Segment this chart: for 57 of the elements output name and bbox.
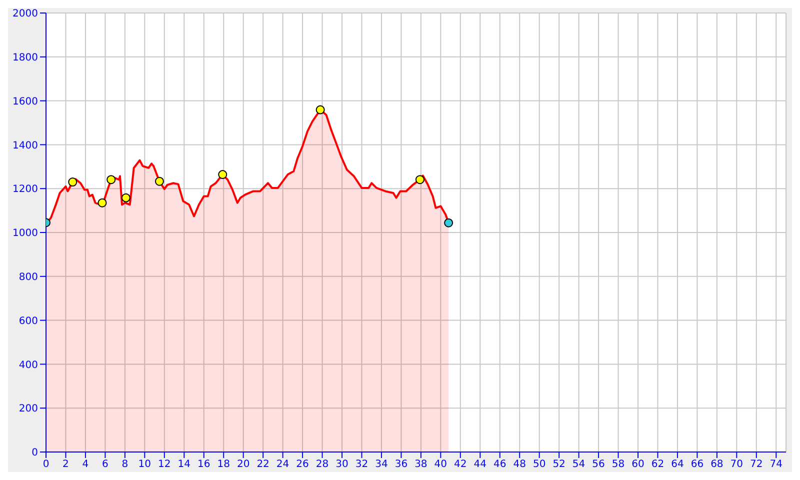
x-tick-label: 26: [296, 459, 309, 470]
point: [154, 176, 164, 186]
x-tick-label: 70: [730, 459, 744, 470]
x-tick-label: 46: [494, 459, 506, 470]
point: [218, 170, 228, 180]
x-tick-label: 60: [632, 459, 644, 470]
y-tick-label: 1200: [12, 184, 38, 196]
x-tick-label: 42: [454, 459, 467, 470]
x-tick-label: 24: [276, 459, 290, 470]
point: [68, 178, 78, 187]
x-tick-label: 66: [690, 459, 704, 470]
x-tick-label: 40: [434, 459, 448, 470]
x-tick-label: 54: [572, 459, 586, 470]
y-tick-label: 600: [18, 316, 38, 327]
point: [415, 175, 424, 184]
x-tick-label: 14: [178, 459, 190, 470]
x-tick-label: 34: [375, 459, 388, 470]
y-tick-label: 1600: [12, 96, 38, 108]
point: [316, 105, 325, 114]
point: [121, 193, 130, 202]
point: [98, 198, 107, 208]
x-tick-label: 0: [42, 459, 50, 470]
y-tick-label: 1800: [12, 52, 38, 64]
x-tick-label: 68: [710, 459, 724, 470]
y-tick-label: 1400: [12, 140, 38, 152]
x-tick-label: 52: [552, 459, 566, 470]
x-tick-label: 38: [414, 459, 428, 470]
x-tick-label: 62: [651, 459, 664, 470]
x-tick-label: 22: [256, 459, 270, 470]
x-tick-label: 72: [750, 459, 763, 470]
x-tick-label: 2: [62, 459, 69, 470]
x-tick-label: 64: [671, 459, 684, 470]
x-tick-label: 50: [532, 459, 546, 470]
x-tick-label: 36: [394, 459, 408, 470]
x-tick-label: 28: [316, 459, 329, 470]
x-tick-label: 12: [158, 459, 171, 470]
y-tick-label: 200: [18, 404, 38, 415]
x-tick-label: 74: [770, 459, 782, 470]
x-tick-label: 30: [336, 459, 348, 470]
x-tick-label: 4: [82, 459, 89, 470]
y-tick-label: 0: [32, 448, 38, 459]
point: [106, 175, 116, 184]
x-tick-label: 56: [592, 459, 605, 470]
y-tick-label: 2000: [12, 8, 38, 20]
y-tick-label: 800: [18, 272, 38, 283]
x-tick-label: 8: [122, 459, 128, 470]
x-tick-label: 18: [217, 459, 230, 470]
x-tick-label: 16: [198, 459, 210, 470]
x-tick-label: 58: [612, 459, 625, 470]
y-tick-label: 400: [18, 360, 38, 371]
x-tick-label: 44: [474, 459, 486, 470]
x-tick-label: 10: [138, 459, 152, 470]
x-tick-label: 20: [236, 459, 250, 470]
x-tick-label: 6: [102, 459, 108, 470]
x-tick-label: 32: [355, 459, 368, 470]
x-tick-label: 48: [513, 459, 526, 470]
y-tick-label: 1000: [12, 228, 38, 240]
